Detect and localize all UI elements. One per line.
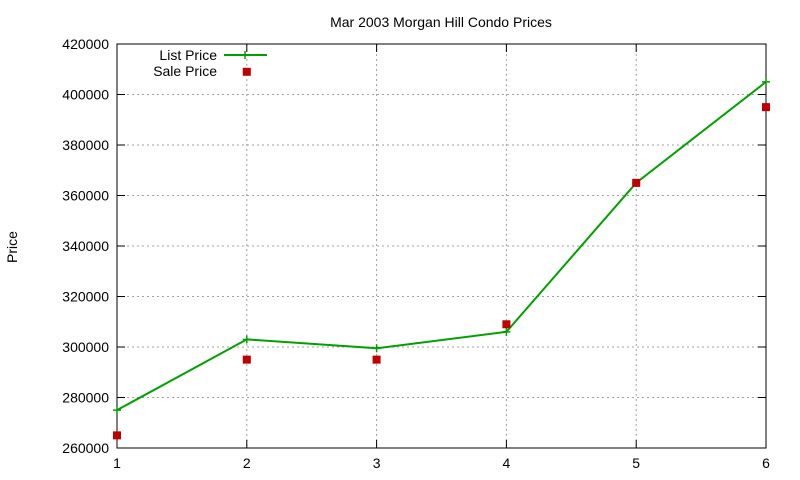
x-tick-label: 5	[632, 455, 640, 471]
data-point-sale-price	[632, 178, 641, 187]
data-point-list-price	[113, 406, 121, 415]
y-tick-label: 280000	[62, 390, 109, 406]
y-tick-label: 360000	[62, 188, 109, 204]
legend-marker-list-price	[241, 51, 249, 59]
y-tick-label: 420000	[62, 36, 109, 52]
x-tick-label: 3	[373, 455, 381, 471]
y-tick-label: 340000	[62, 238, 109, 254]
data-point-sale-price	[113, 431, 121, 440]
x-tick-label: 6	[762, 455, 770, 471]
data-point-sale-price	[242, 355, 251, 364]
legend-label: List Price	[159, 47, 217, 63]
y-tick-label: 320000	[62, 289, 109, 305]
y-tick-label: 260000	[62, 440, 109, 456]
x-tick-label: 2	[243, 455, 251, 471]
data-point-list-price	[762, 77, 770, 86]
series-layer	[113, 67, 770, 440]
data-point-list-price	[502, 327, 511, 336]
data-point-list-price	[242, 335, 251, 344]
data-point-sale-price	[502, 320, 511, 329]
y-tick-label: 380000	[62, 137, 109, 153]
series-line-list-price	[116, 81, 767, 412]
data-point-list-price	[372, 344, 381, 353]
tick-layer: 260000 280000 300000 320000 340000 360000 3800…	[62, 36, 770, 471]
grid-layer	[117, 44, 766, 448]
legend-label: Sale Price	[153, 63, 217, 79]
chart-title: Mar 2003 Morgan Hill Condo Prices	[330, 14, 552, 30]
data-point-sale-price	[372, 355, 381, 364]
x-tick-label: 4	[503, 455, 511, 471]
y-tick-label: 300000	[62, 339, 109, 355]
x-tick-label: 1	[113, 455, 121, 471]
y-tick-label: 400000	[62, 87, 109, 103]
y-axis-label: Price	[4, 231, 20, 263]
data-point-sale-price	[762, 103, 770, 112]
data-point-sale-price	[242, 67, 251, 76]
